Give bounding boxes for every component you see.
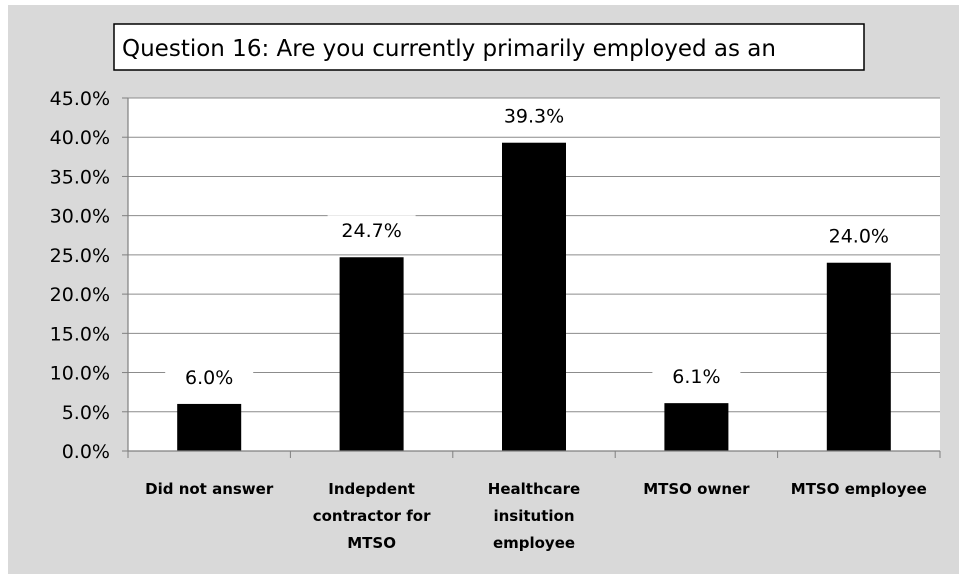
- y-tick-label: 25.0%: [50, 245, 110, 267]
- bar: [339, 257, 404, 451]
- y-tick-label: 5.0%: [62, 402, 110, 424]
- x-category-label: MTSO employee: [791, 480, 927, 498]
- data-label-background: [165, 361, 254, 392]
- chart-title-box: [113, 23, 865, 71]
- y-tick-label: 30.0%: [50, 206, 110, 228]
- x-category-label: Indepdent contractor for MTSO: [313, 480, 431, 552]
- y-tick-label: 0.0%: [62, 441, 110, 463]
- bar: [664, 403, 729, 451]
- y-tick-label: 45.0%: [50, 88, 110, 110]
- data-label-background: [490, 100, 578, 131]
- axes: [122, 97, 941, 458]
- x-category-label: MTSO owner: [643, 480, 750, 498]
- data-label-background: [814, 220, 903, 251]
- y-tick-labels: 0.0% 5.0% 10.0% 15.0% 20.0% 25.0% 30.0% 35.0% 40…: [50, 88, 110, 463]
- bars: [177, 142, 891, 452]
- bar: [177, 403, 242, 451]
- bar: [826, 262, 891, 451]
- data-label-background: [652, 361, 741, 392]
- x-category-label: Healthcare insitution employee: [488, 480, 580, 552]
- y-tick-label: 35.0%: [50, 166, 110, 188]
- data-labels: 6.0% 24.7% 39.3% 6.1% 24.0%: [165, 100, 903, 392]
- y-tick-label: 10.0%: [50, 363, 110, 385]
- x-category-labels: Did not answer Indepdent contractor for MTS…: [145, 480, 927, 552]
- chart-title: Question 16: Are you currently primarily…: [122, 36, 776, 62]
- data-label: 24.7%: [341, 220, 401, 242]
- y-tick-label: 40.0%: [50, 127, 110, 149]
- data-label: 39.3%: [504, 106, 564, 128]
- y-tick-label: 15.0%: [50, 323, 110, 345]
- data-label: 6.0%: [185, 367, 233, 389]
- data-label-background: [327, 215, 416, 246]
- data-label: 24.0%: [829, 226, 889, 248]
- x-category-label: Did not answer: [145, 480, 274, 498]
- data-label: 6.1%: [672, 366, 720, 388]
- y-tick-label: 20.0%: [50, 284, 110, 306]
- bar: [502, 142, 566, 452]
